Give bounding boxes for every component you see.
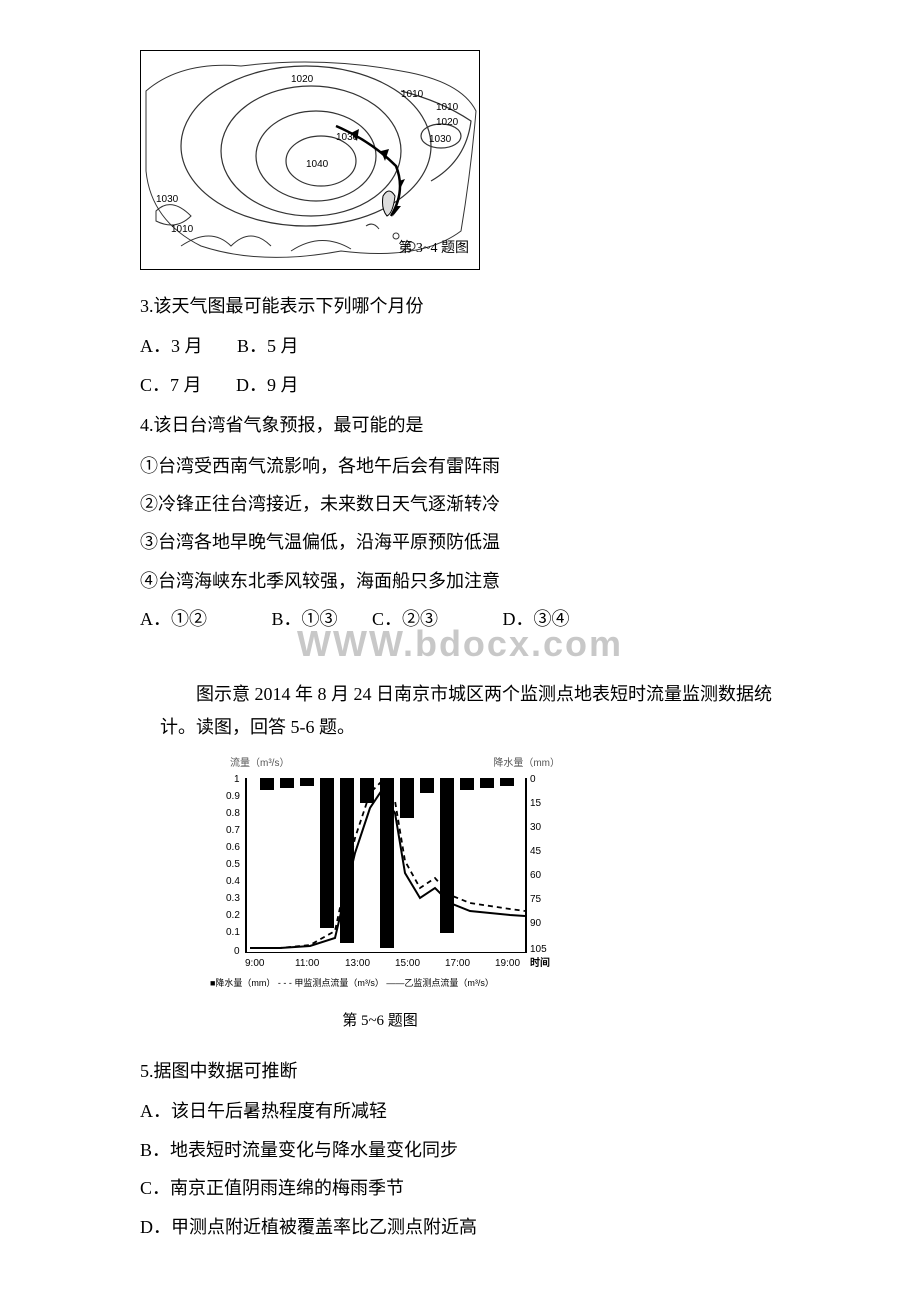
ytick-r: 30 xyxy=(530,819,541,837)
q4-opt-a: A．①② xyxy=(140,609,207,629)
precip-bar xyxy=(320,778,334,928)
flow-chart-caption: 第 5~6 题图 xyxy=(200,1008,560,1035)
precip-bar xyxy=(500,778,514,786)
ytick-r: 90 xyxy=(530,915,541,933)
ytick-r: 75 xyxy=(530,891,541,909)
precip-bar xyxy=(280,778,294,788)
q3-opt-b: B．5 月 xyxy=(237,336,299,356)
ytick: 0.8 xyxy=(226,805,240,823)
isobar-label: 1030 xyxy=(429,131,451,149)
ytick: 0.1 xyxy=(226,924,240,942)
q4-opt-c: C．②③ xyxy=(372,609,438,629)
precip-bar xyxy=(360,778,374,803)
ytick: 1 xyxy=(234,771,240,789)
q5-opt-a: A．该日午后暑热程度有所减轻 xyxy=(140,1095,840,1127)
y-axis-left xyxy=(245,778,247,953)
q3-options-row1: A．3 月 B．5 月 xyxy=(140,330,840,362)
isobar-label: 1030 xyxy=(156,191,178,209)
precip-bar xyxy=(480,778,494,788)
ytick: 0.6 xyxy=(226,839,240,857)
xtick: 9:00 xyxy=(245,955,264,973)
precip-bar xyxy=(420,778,434,793)
ytick: 0.9 xyxy=(226,788,240,806)
xtick: 19:00 xyxy=(495,955,520,973)
xtick: 11:00 xyxy=(295,955,319,973)
precip-bar xyxy=(300,778,314,786)
ytick: 0.4 xyxy=(226,873,240,891)
q4-opt-b: B．①③ xyxy=(272,609,338,629)
flow-chart: 流量（m³/s） 降水量（mm） 1 0.9 0.8 0.7 0.6 0.5 0… xyxy=(200,753,560,993)
chart-legend: ■降水量（mm） - - - 甲监测点流量（m³/s） ——乙监测点流量（m³/… xyxy=(210,975,560,991)
figure-caption: 第 3~4 题图 xyxy=(398,236,469,261)
context-5-6: 图示意 2014 年 8 月 24 日南京市城区两个监测点地表短时流量监测数据统… xyxy=(160,678,800,743)
precip-bar xyxy=(400,778,414,818)
ytick: 0.5 xyxy=(226,856,240,874)
q5-question: 5.据图中数据可推断 xyxy=(140,1055,840,1087)
ytick: 0.2 xyxy=(226,907,240,925)
q3-options-row2: C．7 月 D．9 月 xyxy=(140,369,840,401)
q4-statement-3: ③台湾各地早晚气温偏低，沿海平原预防低温 xyxy=(140,526,840,558)
xtick: 17:00 xyxy=(445,955,470,973)
q4-options: A．①② B．①③ C．②③ D．③④ xyxy=(140,603,840,635)
q3-opt-a: A．3 月 xyxy=(140,336,203,356)
flow-chart-figure: 流量（m³/s） 降水量（mm） 1 0.9 0.8 0.7 0.6 0.5 0… xyxy=(200,753,840,993)
weather-map: 1030 1010 1020 1010 1040 1030 1010 1020 … xyxy=(140,50,480,270)
ytick: 0.3 xyxy=(226,890,240,908)
ytick-r: 0 xyxy=(530,771,536,789)
q3-question: 3.该天气图最可能表示下列哪个月份 xyxy=(140,290,840,322)
q5-opt-d: D．甲测点附近植被覆盖率比乙测点附近高 xyxy=(140,1211,840,1243)
q4-statement-2: ②冷锋正往台湾接近，未来数日天气逐渐转冷 xyxy=(140,488,840,520)
isobar-label: 1040 xyxy=(306,156,328,174)
precip-bar xyxy=(440,778,454,933)
precip-bar xyxy=(460,778,474,790)
ytick: 0.7 xyxy=(226,822,240,840)
isobar-label: 1020 xyxy=(291,71,313,89)
q4-statement-4: ④台湾海峡东北季风较强，海面船只多加注意 xyxy=(140,565,840,597)
q5-opt-b: B．地表短时流量变化与降水量变化同步 xyxy=(140,1134,840,1166)
weather-map-figure: 1030 1010 1020 1010 1040 1030 1010 1020 … xyxy=(140,50,840,270)
q4-opt-d: D．③④ xyxy=(503,609,570,629)
y-axis-right xyxy=(525,778,527,953)
ytick-r: 60 xyxy=(530,867,541,885)
q5-opt-c: C．南京正值阴雨连绵的梅雨季节 xyxy=(140,1172,840,1204)
x-axis xyxy=(245,952,525,954)
precip-bar xyxy=(380,778,394,948)
q3-opt-c: C．7 月 xyxy=(140,375,202,395)
precip-bar xyxy=(260,778,274,790)
isobar-label: 1030 xyxy=(336,129,358,147)
isobar-label: 1010 xyxy=(171,221,193,239)
isobar-label: 1020 xyxy=(436,114,458,132)
xtick: 15:00 xyxy=(395,955,420,973)
ytick-r: 45 xyxy=(530,843,541,861)
q3-opt-d: D．9 月 xyxy=(236,375,299,395)
precip-bar xyxy=(340,778,354,943)
x-label-end: 时间 xyxy=(530,955,550,973)
y-right-label: 降水量（mm） xyxy=(493,755,560,773)
isobar-label: 1010 xyxy=(401,86,423,104)
q4-question: 4.该日台湾省气象预报，最可能的是 xyxy=(140,409,840,441)
xtick: 13:00 xyxy=(345,955,370,973)
q4-statement-1: ①台湾受西南气流影响，各地午后会有雷阵雨 xyxy=(140,450,840,482)
ytick: 0 xyxy=(234,943,240,961)
ytick-r: 15 xyxy=(530,795,541,813)
